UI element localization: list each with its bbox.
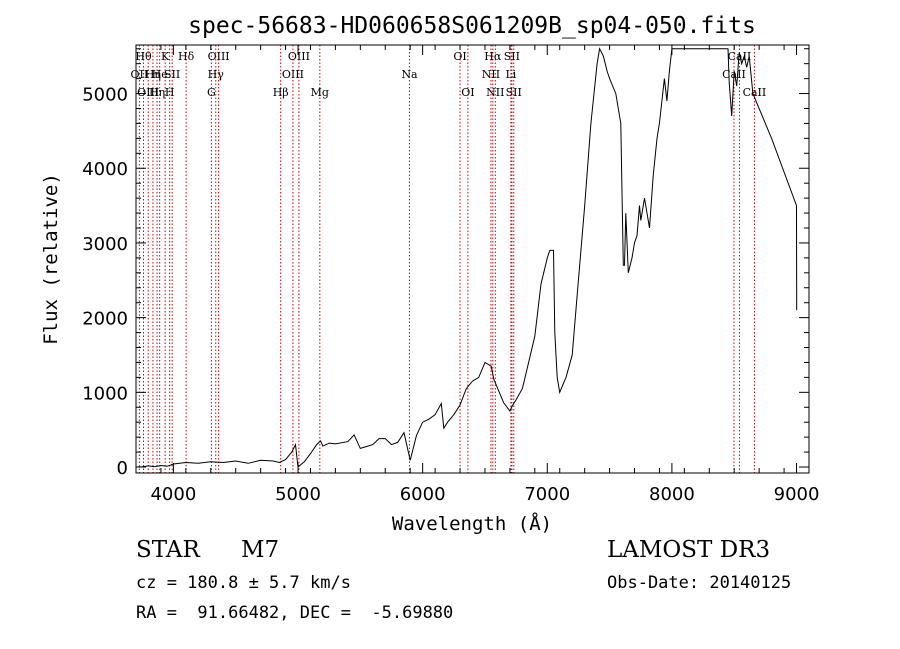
line-marker-label: OII bbox=[131, 68, 149, 81]
y-tick-label: 5000 bbox=[82, 85, 128, 106]
line-marker-label: Hγ bbox=[208, 68, 225, 81]
line-marker-label: SII bbox=[164, 68, 180, 81]
observation-date: Obs-Date: 20140125 bbox=[607, 573, 792, 593]
line-marker-label: Hδ bbox=[178, 50, 195, 63]
line-marker-label: OIII bbox=[282, 68, 304, 81]
redshift-info: cz = 180.8 ± 5.7 km/s bbox=[136, 573, 351, 593]
y-axis-label: Flux (relative) bbox=[40, 173, 62, 345]
line-marker-label: NII bbox=[482, 68, 500, 81]
line-marker-label: SII bbox=[506, 86, 522, 99]
x-tick-label: 6000 bbox=[400, 484, 446, 505]
x-tick-label: 9000 bbox=[774, 484, 820, 505]
y-tick-label: 3000 bbox=[82, 234, 128, 255]
line-marker-label: Hβ bbox=[273, 86, 289, 99]
line-marker-labels: OIIHθOIIIHηHηHeKHSIIHδGHγOIIIHβOIIIOIIIM… bbox=[131, 50, 767, 99]
spectrum-line bbox=[135, 47, 798, 468]
line-marker-label: OI bbox=[461, 86, 474, 99]
object-class: STAR bbox=[136, 537, 200, 563]
y-tick-label: 1000 bbox=[82, 383, 128, 404]
survey-label: LAMOST DR3 bbox=[607, 537, 771, 563]
line-marker-label: OI bbox=[453, 50, 466, 63]
x-tick-label: 5000 bbox=[275, 484, 321, 505]
chart-title: spec-56683-HD060658S061209B_sp04-050.fit… bbox=[188, 13, 756, 39]
line-marker-label: G bbox=[207, 86, 216, 99]
y-tick-label: 2000 bbox=[82, 309, 128, 330]
line-marker-label: CaII bbox=[722, 68, 746, 81]
line-marker-label: He bbox=[152, 68, 168, 81]
x-tick-label: 7000 bbox=[524, 484, 570, 505]
coordinates-info: RA = 91.66482, DEC = -5.69880 bbox=[136, 603, 454, 623]
line-marker-label: OIII bbox=[137, 86, 159, 99]
line-marker-label: OIII bbox=[288, 50, 310, 63]
line-marker-label: CaII bbox=[728, 50, 752, 63]
x-axis-ticks: 4000 5000 6000 7000 8000 9000 bbox=[135, 45, 820, 505]
x-tick-label: 8000 bbox=[649, 484, 695, 505]
line-marker-label: H bbox=[165, 86, 175, 99]
line-marker-label: K bbox=[161, 50, 170, 63]
line-marker-label: Hη bbox=[145, 68, 161, 81]
line-marker-label: Mg bbox=[311, 86, 329, 99]
line-marker-label: NII bbox=[486, 86, 504, 99]
y-axis-ticks: 0 1000 2000 3000 4000 5000 bbox=[82, 48, 809, 479]
object-subclass: M7 bbox=[241, 537, 280, 563]
x-axis-label: Wavelength (Å) bbox=[392, 512, 552, 535]
line-marker-label: Na bbox=[401, 68, 418, 81]
line-marker-label: CaII bbox=[743, 86, 767, 99]
line-marker-label: Hα bbox=[484, 50, 502, 63]
line-marker-label: Hη bbox=[149, 86, 165, 99]
line-markers bbox=[138, 45, 755, 473]
x-tick-label: 4000 bbox=[150, 484, 196, 505]
y-tick-label: 0 bbox=[117, 458, 128, 479]
line-marker-label: Hθ bbox=[135, 50, 152, 63]
plot-frame bbox=[135, 44, 810, 474]
y-tick-label: 4000 bbox=[82, 159, 128, 180]
line-marker-label: Li bbox=[505, 68, 516, 81]
line-marker-label: OIII bbox=[208, 50, 230, 63]
line-marker-label: SII bbox=[504, 50, 520, 63]
